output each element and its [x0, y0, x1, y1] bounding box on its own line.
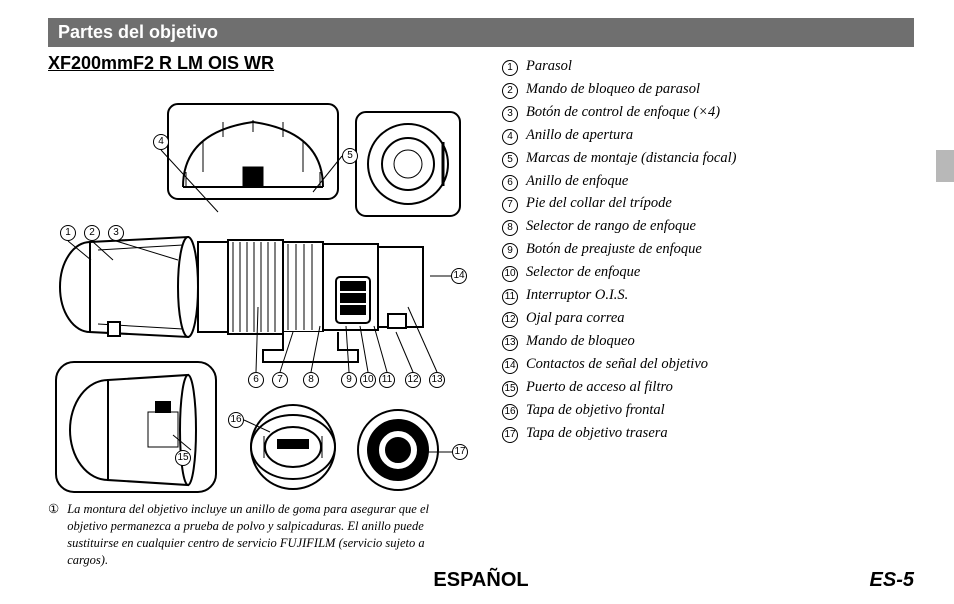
part-number-circle: 7	[502, 197, 518, 213]
parts-list-item: 1 Parasol	[502, 55, 736, 78]
diagram-callout: 7	[272, 372, 288, 388]
parts-list-item: 7 Pie del collar del trípode	[502, 192, 736, 215]
diagram-callout: 16	[228, 412, 244, 428]
parts-list-item: 4 Anillo de apertura	[502, 124, 736, 147]
diagram-callout: 3	[108, 225, 124, 241]
part-number-circle: 16	[502, 404, 518, 420]
parts-list-item: 12 Ojal para correa	[502, 307, 736, 330]
content-columns: XF200mmF2 R LM OIS WR	[48, 53, 914, 569]
part-label: Selector de enfoque	[526, 261, 640, 284]
diagram-callout: 12	[405, 372, 421, 388]
diagram-callout: 9	[341, 372, 357, 388]
side-tab	[936, 150, 954, 182]
part-label: Anillo de apertura	[526, 124, 633, 147]
part-label: Mando de bloqueo	[526, 330, 635, 353]
footer-page: ES-5	[870, 569, 914, 592]
section-title: Partes del objetivo	[58, 22, 218, 42]
model-name: XF200mmF2 R LM OIS WR	[48, 53, 478, 74]
footer-language: ESPAÑOL	[433, 569, 528, 592]
parts-list-item: 2 Mando de bloqueo de parasol	[502, 78, 736, 101]
diagram-callout: 13	[429, 372, 445, 388]
part-label: Tapa de objetivo trasera	[526, 422, 668, 445]
page-footer: ESPAÑOL ES-5	[48, 569, 914, 592]
part-label: Anillo de enfoque	[526, 170, 628, 193]
diagram-callout: 6	[248, 372, 264, 388]
footnote: ① La montura del objetivo incluye un ani…	[48, 501, 478, 569]
part-number-circle: 15	[502, 381, 518, 397]
diagram-callout: 4	[153, 134, 169, 150]
diagram-callout: 15	[175, 450, 191, 466]
part-number-circle: 12	[502, 312, 518, 328]
diagram-callout: 10	[360, 372, 376, 388]
diagram-svg	[48, 82, 478, 497]
part-label: Parasol	[526, 55, 572, 78]
part-number-circle: 1	[502, 60, 518, 76]
part-number-circle: 11	[502, 289, 518, 305]
diagram-callout: 11	[379, 372, 395, 388]
parts-list-item: 6 Anillo de enfoque	[502, 170, 736, 193]
parts-list-item: 14 Contactos de señal del objetivo	[502, 353, 736, 376]
part-number-circle: 13	[502, 335, 518, 351]
part-number-circle: 6	[502, 175, 518, 191]
part-label: Botón de preajuste de enfoque	[526, 238, 702, 261]
parts-list-item: 3 Botón de control de enfoque (×4)	[502, 101, 736, 124]
part-label: Interruptor O.I.S.	[526, 284, 628, 307]
part-number-circle: 10	[502, 266, 518, 282]
diagram-callout: 17	[452, 444, 468, 460]
part-label: Puerto de acceso al filtro	[526, 376, 673, 399]
part-number-circle: 5	[502, 152, 518, 168]
diagram-callout: 14	[451, 268, 467, 284]
parts-list-item: 9 Botón de preajuste de enfoque	[502, 238, 736, 261]
part-label: Mando de bloqueo de parasol	[526, 78, 700, 101]
part-number-circle: 14	[502, 358, 518, 374]
parts-list-item: 8 Selector de rango de enfoque	[502, 215, 736, 238]
part-number-circle: 9	[502, 243, 518, 259]
diagram-callout: 8	[303, 372, 319, 388]
left-column: XF200mmF2 R LM OIS WR	[48, 53, 478, 569]
part-label: Marcas de montaje (distancia focal)	[526, 147, 736, 170]
part-number-circle: 4	[502, 129, 518, 145]
parts-list-item: 17 Tapa de objetivo trasera	[502, 422, 736, 445]
parts-list-item: 13 Mando de bloqueo	[502, 330, 736, 353]
part-label: Botón de control de enfoque (×4)	[526, 101, 720, 124]
part-label: Tapa de objetivo frontal	[526, 399, 665, 422]
diagram-callout: 1	[60, 225, 76, 241]
part-number-circle: 2	[502, 83, 518, 99]
part-number-circle: 8	[502, 220, 518, 236]
section-header: Partes del objetivo	[48, 18, 914, 47]
parts-list-item: 11 Interruptor O.I.S.	[502, 284, 736, 307]
diagram-callout: 2	[84, 225, 100, 241]
part-label: Pie del collar del trípode	[526, 192, 672, 215]
part-label: Ojal para correa	[526, 307, 625, 330]
parts-list: 1 Parasol 2 Mando de bloqueo de parasol 3 Bot…	[502, 53, 736, 444]
right-column: 1 Parasol 2 Mando de bloqueo de parasol 3 Bot…	[502, 53, 736, 569]
footnote-text: La montura del objetivo incluye un anill…	[67, 501, 468, 569]
part-label: Selector de rango de enfoque	[526, 215, 696, 238]
parts-list-item: 5 Marcas de montaje (distancia focal)	[502, 147, 736, 170]
footnote-marker: ①	[48, 501, 59, 569]
parts-list-item: 10 Selector de enfoque	[502, 261, 736, 284]
parts-list-item: 15 Puerto de acceso al filtro	[502, 376, 736, 399]
part-number-circle: 17	[502, 427, 518, 443]
part-label: Contactos de señal del objetivo	[526, 353, 708, 376]
parts-list-item: 16 Tapa de objetivo frontal	[502, 399, 736, 422]
diagram-callout: 5	[342, 148, 358, 164]
part-number-circle: 3	[502, 106, 518, 122]
lens-diagram: 1234567891011121314151617	[48, 82, 478, 497]
